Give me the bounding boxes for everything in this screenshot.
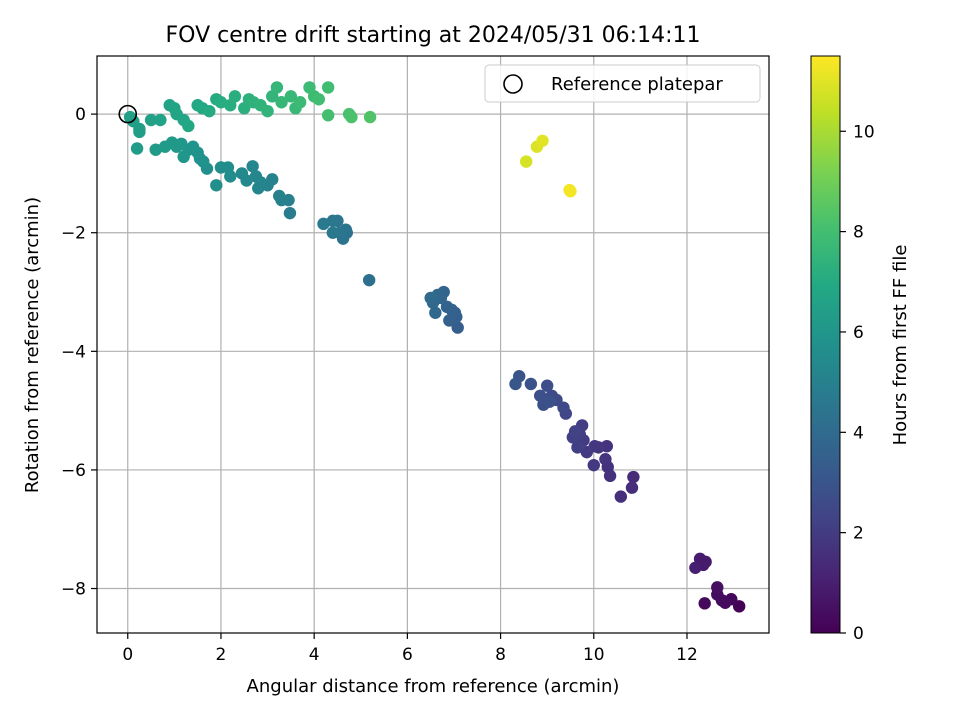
- data-point: [711, 581, 724, 594]
- y-tick-label: −2: [61, 224, 86, 244]
- y-tick-label: −8: [61, 580, 86, 600]
- legend-marker: [503, 74, 523, 94]
- colorbar: [810, 55, 841, 634]
- colorbar-label: Hours from first FF file: [890, 245, 911, 446]
- x-tick-label: 2: [216, 645, 227, 665]
- chart-title: FOV centre drift starting at 2024/05/31 …: [166, 23, 701, 48]
- data-point: [524, 377, 538, 391]
- x-axis-ticks: 0 2 4 6 8 10 12: [122, 633, 698, 665]
- x-tick-label: 8: [495, 645, 506, 665]
- data-point: [182, 119, 195, 133]
- data-point: [203, 104, 216, 118]
- data-point: [144, 113, 158, 127]
- data-point: [270, 81, 284, 94]
- data-points: [123, 81, 746, 613]
- data-point: [614, 490, 628, 503]
- data-point: [443, 314, 456, 327]
- data-point: [363, 110, 377, 124]
- data-point: [214, 96, 228, 109]
- colorbar-tick-label: 0: [853, 624, 864, 644]
- data-point: [627, 470, 640, 484]
- data-point: [123, 110, 137, 124]
- data-point: [228, 90, 242, 103]
- data-point: [326, 226, 340, 239]
- x-axis-label: Angular distance from reference (arcmin): [247, 676, 620, 697]
- data-point: [543, 395, 556, 408]
- x-tick-label: 4: [309, 645, 320, 665]
- x-tick-label: 6: [402, 645, 413, 665]
- data-point: [732, 600, 746, 613]
- y-tick-label: −4: [61, 342, 86, 362]
- data-point: [424, 291, 437, 305]
- data-point: [689, 561, 702, 574]
- data-point: [429, 306, 442, 319]
- data-point: [345, 110, 358, 124]
- data-point: [580, 445, 593, 459]
- data-point: [509, 377, 522, 391]
- data-point: [235, 167, 249, 180]
- data-point: [520, 155, 533, 168]
- data-point: [312, 93, 326, 106]
- data-point: [564, 185, 577, 198]
- data-point: [177, 150, 190, 164]
- data-point: [273, 189, 286, 203]
- data-point: [540, 379, 554, 392]
- data-point: [321, 81, 335, 94]
- x-tick-label: 0: [122, 645, 133, 665]
- data-point: [599, 453, 612, 466]
- data-point: [249, 170, 263, 183]
- data-point: [571, 441, 584, 454]
- data-point: [326, 214, 340, 228]
- legend: Reference platepar: [484, 64, 761, 103]
- data-point: [293, 96, 307, 109]
- data-point: [317, 217, 330, 231]
- data-point: [698, 597, 711, 610]
- data-point: [625, 481, 639, 494]
- y-tick-label: −6: [61, 461, 86, 481]
- y-axis-ticks: 0 −2 −4 −6 −8: [61, 105, 97, 600]
- data-point: [252, 182, 265, 195]
- colorbar-tick-label: 6: [853, 323, 864, 343]
- data-point: [246, 160, 259, 173]
- y-axis-label: Rotation from reference (arcmin): [22, 197, 43, 493]
- data-point: [362, 273, 376, 287]
- data-point: [210, 179, 223, 192]
- x-tick-label: 12: [676, 645, 698, 665]
- colorbar-tick-label: 2: [853, 524, 864, 544]
- data-point: [587, 458, 600, 472]
- colorbar-tick-label: 8: [853, 223, 864, 243]
- data-point: [451, 321, 464, 334]
- data-point: [283, 206, 297, 220]
- data-point: [214, 161, 228, 174]
- data-point: [533, 389, 547, 402]
- grid-lines: [97, 56, 769, 633]
- data-point: [149, 143, 162, 156]
- legend-box: [484, 64, 761, 103]
- data-point: [133, 125, 146, 139]
- data-point: [568, 425, 582, 438]
- data-point: [699, 555, 712, 569]
- data-point: [321, 109, 335, 122]
- data-point: [261, 104, 274, 118]
- data-point: [440, 300, 454, 314]
- data-point: [284, 90, 298, 103]
- y-tick-label: 0: [75, 105, 86, 125]
- legend-label: Reference platepar: [551, 74, 723, 95]
- x-tick-label: 10: [583, 645, 605, 665]
- data-point: [536, 134, 549, 148]
- reference-platepar-marker: [118, 104, 138, 124]
- data-point: [130, 142, 144, 155]
- colorbar-tick-label: 4: [853, 423, 864, 443]
- data-point: [154, 113, 167, 127]
- plot-frame: [96, 55, 770, 634]
- colorbar-ticks: 0 2 4 6 8 10: [840, 122, 875, 644]
- data-point: [275, 96, 288, 109]
- data-point: [158, 140, 172, 153]
- colorbar-tick-label: 10: [853, 122, 875, 142]
